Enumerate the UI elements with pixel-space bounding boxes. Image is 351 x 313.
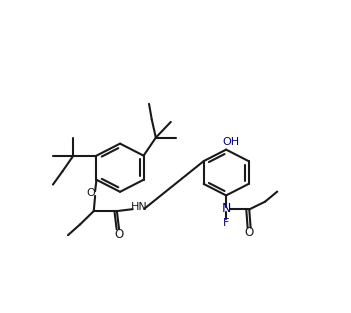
Text: O: O [87, 188, 95, 198]
Text: O: O [245, 226, 254, 239]
Text: O: O [114, 228, 123, 241]
Text: F: F [223, 218, 229, 228]
Text: N: N [221, 203, 231, 215]
Text: OH: OH [223, 137, 240, 147]
Text: HN: HN [131, 203, 147, 213]
